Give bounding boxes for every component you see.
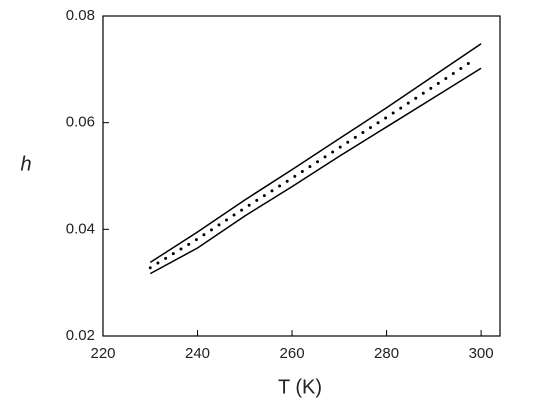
x-tick-label: 240 xyxy=(185,345,210,362)
data-line xyxy=(148,59,474,270)
y-tick-label: 0.08 xyxy=(66,7,95,24)
y-axis-title: h xyxy=(20,153,31,175)
x-tick-label: 260 xyxy=(280,345,305,362)
data-line xyxy=(149,67,482,275)
x-axis-title: T (K) xyxy=(278,376,322,398)
x-tick-label: 220 xyxy=(90,345,115,362)
y-tick-label: 0.04 xyxy=(66,220,95,237)
x-tick-label: 300 xyxy=(469,345,494,362)
plot-frame xyxy=(102,15,501,337)
y-tick-label: 0.02 xyxy=(66,327,95,344)
x-tick-label: 280 xyxy=(374,345,399,362)
y-tick-label: 0.06 xyxy=(66,114,95,131)
data-line xyxy=(149,43,482,264)
